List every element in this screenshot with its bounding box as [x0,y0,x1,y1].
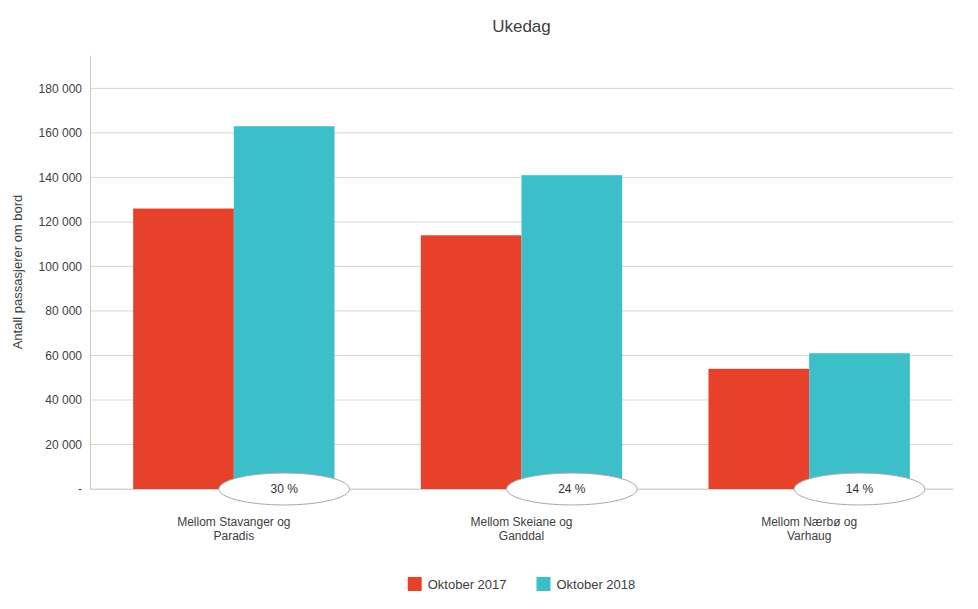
bars [133,126,910,489]
x-tick: Mellom Nærbø ogVarhaug [761,515,857,543]
legend-item: Oktober 2018 [537,577,636,592]
y-tick: 160 000 [39,126,90,140]
annotations: 30 % 24 % 14 % [219,473,925,505]
legend: Oktober 2017 Oktober 2018 [408,577,636,592]
title: Ukedag [492,17,551,36]
y-tick: 120 000 [39,215,90,229]
x-tick-label-line: Mellom Nærbø og [761,515,857,529]
legend-label: Oktober 2018 [557,577,636,592]
legend-swatch [537,577,551,591]
legend-item: Oktober 2017 [408,577,507,592]
y-axis-line [90,56,91,490]
bar [133,209,234,489]
x-tick-label-line: Paradis [213,529,254,543]
annotation: 24 % [558,482,586,496]
annotation-ellipse [794,473,925,505]
y-tick-label: 140 000 [39,171,83,185]
y-tick-label: 160 000 [39,126,83,140]
y-tick-label: 40 000 [45,393,82,407]
y-tick: - [78,482,90,496]
x-tick-label-line: Mellom Stavanger og [177,515,290,529]
y-tick-label: 100 000 [39,260,83,274]
x-tick-label-line: Mellom Skeiane og [470,515,572,529]
x-tick-label: Mellom Stavanger ogParadis [177,515,290,543]
y-tick-label: 120 000 [39,215,83,229]
bar [421,235,522,489]
x-tick-label: Mellom Skeiane ogGanddal [470,515,572,543]
chart: - 20 000 40 000 60 000 80 000 100 000 120 000 1… [0,0,978,609]
x-tick: Mellom Stavanger ogParadis [177,515,290,543]
y-tick: 80 000 [45,304,90,318]
y-tick: 180 000 [39,82,90,96]
x-tick-label-line: Varhaug [787,529,831,543]
y-tick: 40 000 [45,393,90,407]
x-tick: Mellom Skeiane ogGanddal [470,515,572,543]
bar-series [234,126,910,489]
bar [809,353,910,489]
x-tick-label-line: Ganddal [499,529,544,543]
annotation: 30 % [270,482,298,496]
bar [234,126,335,489]
y-tick: 60 000 [45,349,90,363]
y-tick-label: 180 000 [39,82,83,96]
grid-line [90,88,953,89]
y-axis-title: Antall passasjerer om bord [10,195,25,350]
y-tick-label: 80 000 [45,304,82,318]
annotation-ellipse [506,473,637,505]
plot: - 20 000 40 000 60 000 80 000 100 000 120 000 1… [39,56,954,543]
y-tick-label: 20 000 [45,438,82,452]
y-axis: - 20 000 40 000 60 000 80 000 100 000 120 000 1… [39,56,91,497]
grid-line [90,132,953,133]
y-tick-label: - [78,482,82,496]
legend-label: Oktober 2017 [428,577,507,592]
bar [708,369,809,489]
y-tick: 20 000 [45,438,90,452]
y-tick-label: 60 000 [45,349,82,363]
grid [90,88,953,489]
y-tick: 100 000 [39,260,90,274]
legend-swatch [408,577,422,591]
annotation-ellipse [219,473,350,505]
annotation: 14 % [846,482,874,496]
y-tick: 140 000 [39,171,90,185]
bar [522,175,623,489]
x-tick-label: Mellom Nærbø ogVarhaug [761,515,857,543]
